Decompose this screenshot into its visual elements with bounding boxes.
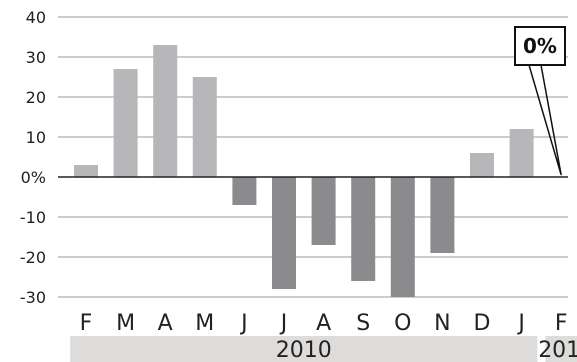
year-label: 2010 [276,338,332,362]
month-label: M [116,311,135,336]
bar [113,69,138,177]
y-tick-label: -30 [20,288,46,307]
y-axis-ticks: 40 30 20 10 0% -10 -20 -30 [20,8,46,307]
month-label: F [80,311,93,336]
bar [192,77,217,177]
bar [311,177,336,245]
month-label: N [434,311,450,336]
month-label: J [239,311,248,336]
bar [430,177,455,253]
bar [272,177,296,289]
y-tick-label: 30 [26,48,46,67]
year-bands: 2010 2011 [70,336,577,362]
bars [74,45,534,297]
callout-box [514,26,566,66]
month-label: S [356,311,370,336]
month-label: O [394,311,411,336]
year-label: 2011 [538,338,577,362]
bar [232,177,257,205]
bar [509,129,534,177]
y-tick-label: -20 [20,248,46,267]
bar [470,153,494,177]
month-label: A [316,311,331,336]
callout-label: 0% [523,34,557,58]
bar [153,45,178,177]
bar [351,177,376,281]
y-tick-label: 0% [21,168,46,187]
year-band [545,336,577,362]
month-label: J [516,311,525,336]
month-label: F [555,311,568,336]
bar [390,177,415,297]
y-tick-label: 10 [26,128,46,147]
bar [74,165,98,177]
callout-pointer [528,64,562,176]
y-tick-label: 20 [26,88,46,107]
y-tick-label: 40 [26,8,46,27]
month-label: A [158,311,173,336]
month-label: J [279,311,288,336]
y-tick-label: -10 [20,208,46,227]
month-label: M [195,311,214,336]
year-band [70,336,538,362]
callout: 0% [514,26,566,176]
month-label: D [474,311,491,336]
